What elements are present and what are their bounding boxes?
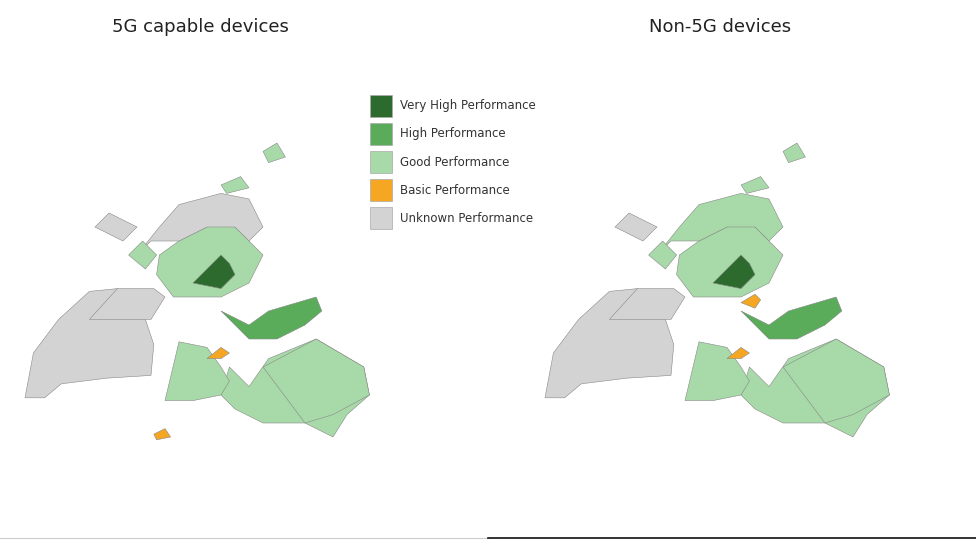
Text: Unknown Performance: Unknown Performance	[400, 211, 533, 225]
Polygon shape	[609, 289, 685, 320]
Polygon shape	[154, 429, 171, 440]
Polygon shape	[783, 143, 805, 163]
Text: Good Performance: Good Performance	[400, 155, 509, 169]
Polygon shape	[615, 213, 657, 241]
Polygon shape	[783, 339, 889, 423]
Polygon shape	[741, 339, 889, 437]
Polygon shape	[95, 213, 137, 241]
Polygon shape	[25, 289, 154, 398]
Polygon shape	[713, 255, 755, 289]
Polygon shape	[129, 241, 156, 269]
Polygon shape	[741, 294, 760, 308]
Polygon shape	[207, 348, 229, 358]
Polygon shape	[649, 241, 676, 269]
Polygon shape	[676, 219, 783, 297]
Polygon shape	[165, 342, 229, 401]
Polygon shape	[657, 193, 783, 255]
Polygon shape	[685, 342, 750, 401]
FancyBboxPatch shape	[370, 95, 392, 117]
FancyBboxPatch shape	[370, 151, 392, 173]
Text: High Performance: High Performance	[400, 127, 506, 141]
Text: Very High Performance: Very High Performance	[400, 99, 536, 113]
FancyBboxPatch shape	[370, 207, 392, 229]
Text: Basic Performance: Basic Performance	[400, 183, 509, 197]
Text: Non-5G devices: Non-5G devices	[649, 18, 792, 36]
FancyBboxPatch shape	[370, 179, 392, 201]
Polygon shape	[727, 348, 750, 358]
Polygon shape	[221, 177, 249, 193]
Polygon shape	[221, 297, 322, 339]
FancyBboxPatch shape	[370, 123, 392, 145]
Polygon shape	[741, 177, 769, 193]
Text: 5G capable devices: 5G capable devices	[111, 18, 289, 36]
Polygon shape	[741, 297, 841, 339]
Polygon shape	[221, 339, 369, 437]
Polygon shape	[90, 289, 165, 320]
Polygon shape	[545, 289, 673, 398]
Polygon shape	[156, 219, 263, 297]
Polygon shape	[263, 143, 285, 163]
Polygon shape	[137, 193, 263, 255]
Polygon shape	[193, 255, 235, 289]
Polygon shape	[263, 339, 369, 423]
